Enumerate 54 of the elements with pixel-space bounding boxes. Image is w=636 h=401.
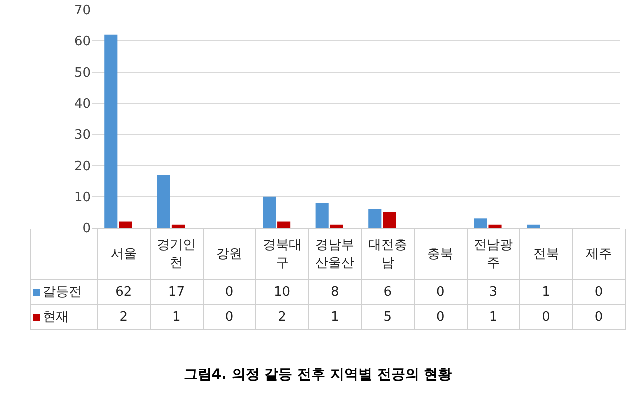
x-tick-label: 강원 bbox=[203, 229, 256, 280]
data-label: 1 bbox=[308, 304, 362, 330]
data-label: 10 bbox=[256, 280, 309, 304]
data-label: 0 bbox=[572, 304, 626, 330]
bar bbox=[330, 224, 344, 228]
data-label: 2 bbox=[98, 304, 150, 330]
y-tick-label: 70 bbox=[74, 4, 91, 19]
x-tick-label: 서울 bbox=[98, 229, 150, 280]
bar bbox=[172, 224, 185, 228]
x-tick-label: 제주 bbox=[572, 229, 626, 280]
bar bbox=[368, 209, 382, 228]
data-label: 8 bbox=[308, 280, 362, 304]
legend-label: 현재 bbox=[43, 310, 69, 325]
data-label: 0 bbox=[414, 280, 468, 304]
x-tick-label: 충북 bbox=[414, 229, 468, 280]
bar bbox=[278, 222, 291, 228]
data-label: 0 bbox=[203, 280, 256, 304]
data-label: 17 bbox=[150, 280, 204, 304]
data-label: 0 bbox=[414, 304, 468, 330]
text: 그림4. 의정 갈등 전후 지역별 전공의 현황 bbox=[182, 366, 454, 384]
x-tick-label: 경북대구 bbox=[256, 229, 309, 280]
bar bbox=[104, 34, 118, 228]
y-tick-label: 0 bbox=[82, 222, 91, 237]
data-label: 2 bbox=[256, 304, 309, 330]
x-tick-label: 전북 bbox=[520, 229, 573, 280]
bar bbox=[316, 203, 329, 228]
y-tick-label: 60 bbox=[74, 34, 91, 50]
data-label: 62 bbox=[98, 280, 150, 304]
bar bbox=[527, 224, 540, 228]
x-tick-label: 대전충남 bbox=[361, 229, 414, 280]
data-label: 1 bbox=[520, 280, 573, 304]
y-tick-label: 30 bbox=[74, 128, 91, 144]
bar bbox=[263, 196, 276, 228]
data-label: 5 bbox=[361, 304, 414, 330]
data-label: 3 bbox=[467, 280, 520, 304]
bar bbox=[488, 224, 502, 228]
bar bbox=[383, 212, 396, 228]
bar bbox=[474, 218, 488, 228]
bar bbox=[119, 222, 132, 228]
y-tick-label: 10 bbox=[74, 190, 91, 206]
bar bbox=[157, 175, 170, 228]
x-tick-label: 경기인천 bbox=[150, 229, 204, 280]
y-tick-label: 40 bbox=[74, 96, 91, 112]
y-tick-label: 50 bbox=[74, 66, 91, 81]
legend-label: 갈등전 bbox=[43, 285, 82, 300]
data-label: 1 bbox=[467, 304, 520, 330]
data-label: 6 bbox=[361, 280, 414, 304]
y-tick-label: 20 bbox=[74, 159, 91, 174]
data-label: 0 bbox=[203, 304, 256, 330]
data-label: 0 bbox=[520, 304, 573, 330]
data-label: 0 bbox=[572, 280, 626, 304]
x-tick-label: 경남부산울산 bbox=[308, 229, 362, 280]
x-tick-label: 전남광주 bbox=[467, 229, 520, 280]
data-label: 1 bbox=[150, 304, 204, 330]
